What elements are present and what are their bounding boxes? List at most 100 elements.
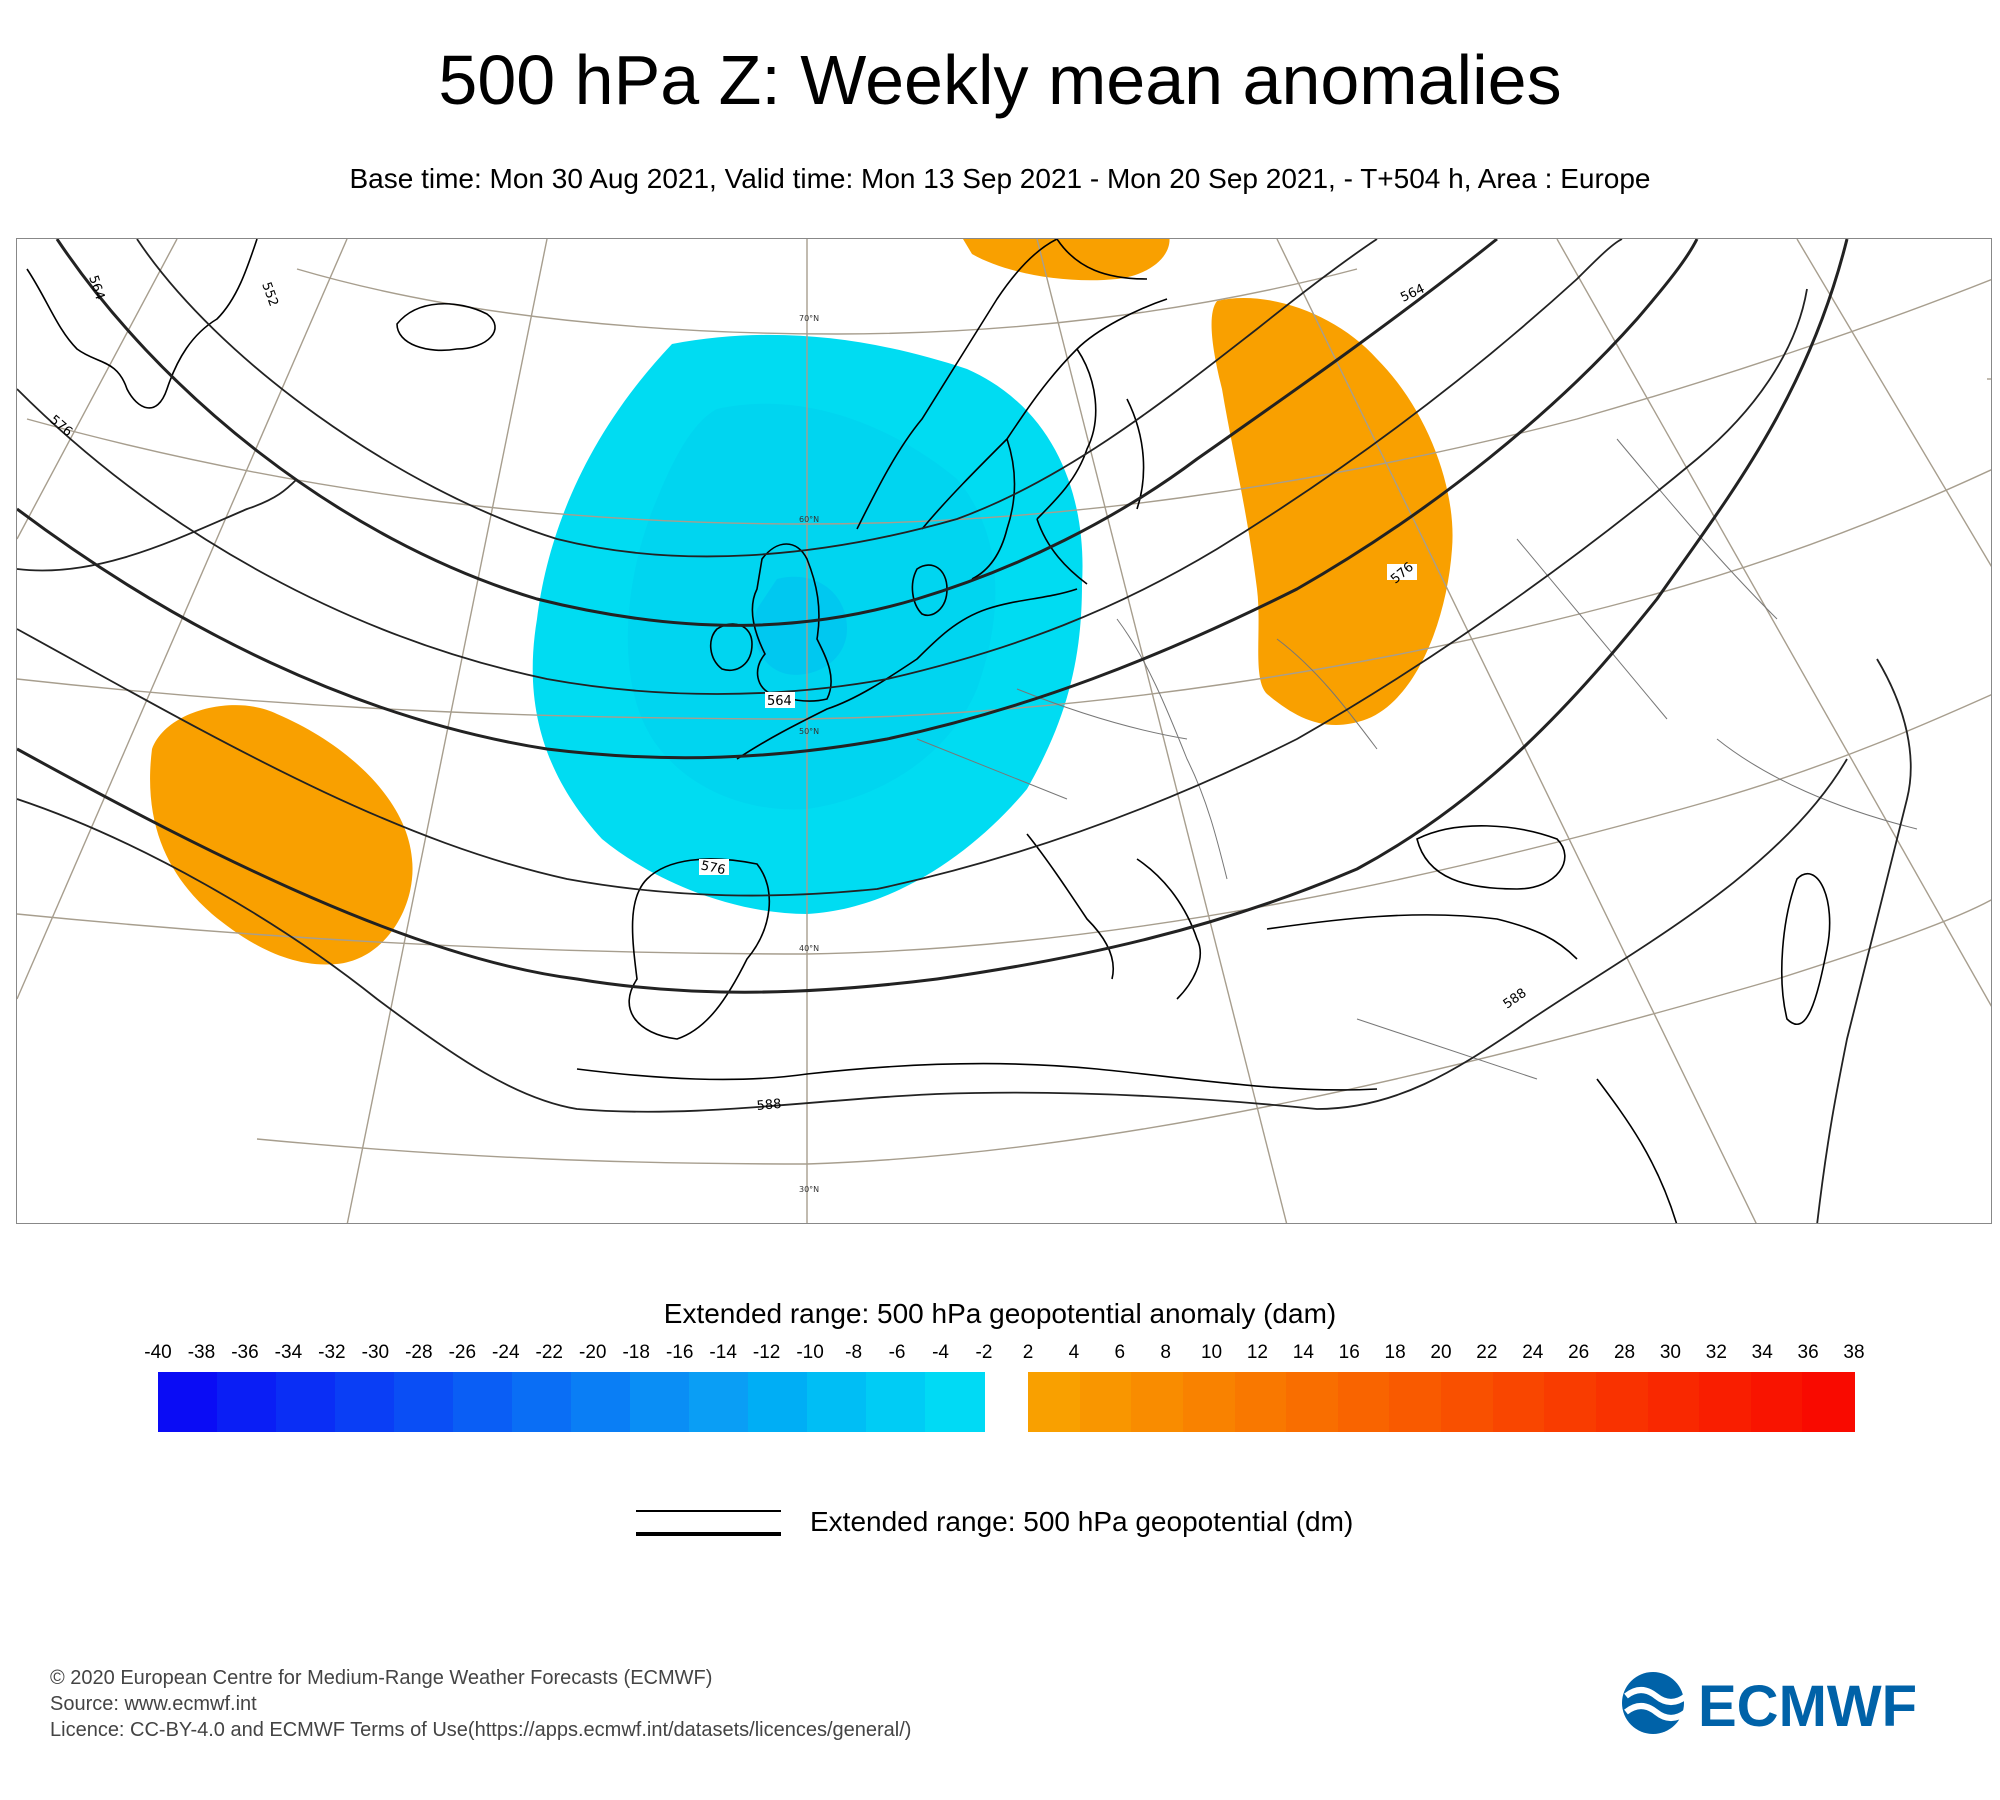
positive-colorbar-cell bbox=[1750, 1372, 1804, 1432]
contour-label: 564 bbox=[767, 694, 792, 709]
negative-colorbar-cell bbox=[571, 1372, 631, 1432]
contour-label: 564 bbox=[1398, 282, 1427, 306]
lat-label-60: 60°N bbox=[799, 515, 819, 524]
tick-label: 6 bbox=[1114, 1342, 1126, 1363]
tick-label: -30 bbox=[361, 1342, 390, 1363]
tick-label: 10 bbox=[1200, 1342, 1223, 1363]
tick-label: -26 bbox=[448, 1342, 477, 1363]
contour-label: 576 bbox=[46, 413, 75, 440]
positive-colorbar-cell bbox=[1286, 1372, 1339, 1432]
tick-label: 18 bbox=[1384, 1342, 1406, 1363]
tick-label: -32 bbox=[318, 1342, 346, 1363]
anomaly-legend-ticks: -40 -38 -36 -34 -32 -30 -28 -26 -24 -22 -20 -18 -16-… bbox=[0, 1342, 2000, 1372]
contour-label-box bbox=[699, 859, 729, 875]
tick-label: -12 bbox=[752, 1342, 781, 1363]
positive-colorbar-cell bbox=[1337, 1372, 1391, 1432]
country-borders bbox=[916, 438, 1918, 1080]
positive-colorbar-cell bbox=[1647, 1372, 1701, 1432]
tick-label: 8 bbox=[1160, 1342, 1171, 1363]
anomaly-colorbar bbox=[0, 1372, 2000, 1432]
tick-label: 30 bbox=[1659, 1342, 1682, 1363]
negative-colorbar-cell bbox=[394, 1372, 454, 1432]
thick-contour-legend-line bbox=[636, 1532, 781, 1536]
tick-label: -18 bbox=[622, 1342, 650, 1363]
tick-label: -14 bbox=[709, 1342, 737, 1363]
map-canvas: 70°N 60°N 50°N 40°N 30°N bbox=[17, 239, 1991, 1223]
negative-colorbar-cell bbox=[689, 1372, 749, 1432]
negative-anomaly-center bbox=[753, 576, 847, 675]
positive-colorbar-cell bbox=[1182, 1372, 1236, 1432]
tick-label: 2 bbox=[1022, 1342, 1034, 1363]
tick-label: 12 bbox=[1246, 1342, 1269, 1363]
positive-colorbar-cell bbox=[1028, 1372, 1081, 1432]
tick-label: -8 bbox=[845, 1342, 863, 1363]
footer-source: Source: www.ecmwf.int bbox=[50, 1693, 257, 1715]
tick-label: -2 bbox=[975, 1342, 993, 1363]
positive-colorbar-cell bbox=[1441, 1372, 1494, 1432]
ecmwf-logo-mark: ECMWF bbox=[1622, 1672, 1917, 1739]
negative-colorbar-cell bbox=[453, 1372, 513, 1432]
tick-label: 24 bbox=[1522, 1342, 1544, 1363]
tick-label: 36 bbox=[1797, 1342, 1819, 1363]
positive-colorbar-cell bbox=[1699, 1372, 1752, 1432]
lat-label-40: 40°N bbox=[799, 944, 819, 953]
tick-label: -4 bbox=[932, 1342, 949, 1363]
negative-colorbar-cell bbox=[217, 1372, 277, 1432]
negative-colorbar-cell bbox=[158, 1372, 218, 1432]
tick-label: -38 bbox=[187, 1342, 216, 1363]
positive-colorbar-cell bbox=[1389, 1372, 1442, 1432]
geopotential-contours bbox=[17, 239, 1912, 1223]
positive-colorbar-cell bbox=[1131, 1372, 1184, 1432]
tick-label: -6 bbox=[888, 1342, 906, 1363]
negative-colorbar-cell bbox=[925, 1372, 985, 1432]
map-panel: 70°N 60°N 50°N 40°N 30°N bbox=[16, 238, 1992, 1224]
chart-subtitle: Base time: Mon 30 Aug 2021, Valid time: … bbox=[349, 163, 1651, 194]
negative-colorbar-cell bbox=[807, 1372, 867, 1432]
tick-label: -16 bbox=[665, 1342, 694, 1363]
geopotential-legend-label: Extended range: 500 hPa geopotential (dm… bbox=[810, 1506, 1354, 1537]
anomaly-legend-title: Extended range: 500 hPa geopotential ano… bbox=[663, 1298, 1337, 1329]
tick-label: -28 bbox=[405, 1342, 433, 1363]
graticule bbox=[17, 239, 1991, 1223]
tick-label: -10 bbox=[796, 1342, 824, 1363]
contour-label: 564 bbox=[85, 274, 107, 302]
tick-label: 20 bbox=[1430, 1342, 1452, 1363]
contour-label: 588 bbox=[1501, 986, 1530, 1013]
negative-colorbar-cell bbox=[276, 1372, 336, 1432]
contour-label: 576 bbox=[699, 858, 726, 878]
negative-colorbar-cell bbox=[630, 1372, 690, 1432]
lat-label-30: 30°N bbox=[799, 1185, 819, 1194]
positive-colorbar-cell bbox=[1492, 1372, 1546, 1432]
positive-colorbar-cell bbox=[1079, 1372, 1133, 1432]
positive-colorbar-cell bbox=[1544, 1372, 1597, 1432]
tick-label: 16 bbox=[1338, 1342, 1360, 1363]
lat-label-70: 70°N bbox=[799, 314, 819, 323]
negative-colorbar-cell bbox=[866, 1372, 926, 1432]
tick-label: 4 bbox=[1068, 1342, 1080, 1363]
contour-label: 552 bbox=[258, 280, 281, 308]
positive-colorbar-cell bbox=[1802, 1372, 1855, 1432]
tick-label: -40 bbox=[144, 1342, 172, 1363]
tick-label: -22 bbox=[535, 1342, 563, 1363]
contour-label-box bbox=[765, 692, 795, 708]
contour-label: 588 bbox=[756, 1097, 782, 1114]
tick-label: 38 bbox=[1843, 1342, 1865, 1363]
tick-label: -36 bbox=[231, 1342, 259, 1363]
tick-label: 28 bbox=[1613, 1342, 1636, 1363]
thin-contour-legend-line bbox=[636, 1510, 781, 1512]
tick-label: 26 bbox=[1568, 1342, 1590, 1363]
tick-label: -34 bbox=[274, 1342, 303, 1363]
contour-label-box bbox=[1387, 564, 1417, 580]
footer-copyright: © 2020 European Centre for Medium-Range … bbox=[50, 1667, 713, 1689]
negative-colorbar-cell bbox=[748, 1372, 808, 1432]
tick-label: 14 bbox=[1292, 1342, 1314, 1363]
positive-anomaly-north bbox=[963, 239, 1170, 281]
negative-colorbar-cell bbox=[512, 1372, 572, 1432]
negative-colorbar-cell bbox=[335, 1372, 395, 1432]
logo-text: ECMWF bbox=[1698, 1674, 1917, 1738]
tick-label: 32 bbox=[1705, 1342, 1727, 1363]
positive-colorbar-cell bbox=[1234, 1372, 1288, 1432]
positive-anomaly-atlantic bbox=[150, 705, 413, 965]
lat-label-50: 50°N bbox=[799, 727, 819, 736]
coastlines bbox=[26, 239, 1831, 1223]
